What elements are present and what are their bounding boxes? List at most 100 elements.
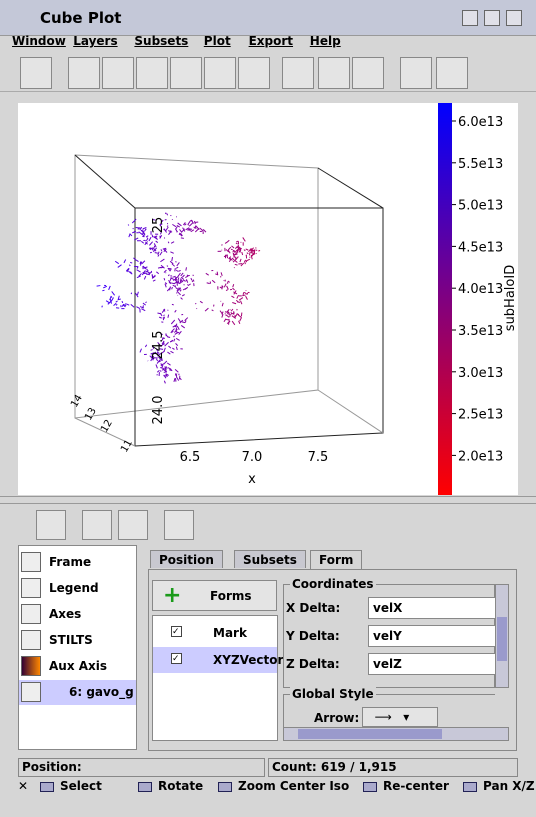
arrow-mark: [175, 337, 180, 341]
arrow-mark: [227, 313, 231, 316]
form-row[interactable]: ✓ Mark: [153, 620, 277, 646]
colorbar-tick-label: 5.0e13: [458, 199, 503, 214]
checkbox[interactable]: ✓: [171, 626, 182, 637]
add-pair-button[interactable]: [118, 510, 148, 540]
arrow-mark: [225, 314, 227, 316]
field-combo[interactable]: velZ: [368, 653, 496, 675]
arrow-mark: [138, 231, 143, 235]
arrow-mark: [155, 358, 159, 362]
forms-button[interactable]: + Forms: [152, 580, 277, 611]
arrow-mark: [157, 254, 160, 257]
menu-item[interactable]: Export: [248, 34, 294, 48]
mode-label[interactable]: Rotate: [158, 779, 204, 793]
add-layer-button[interactable]: [82, 510, 112, 540]
tool-button[interactable]: [204, 57, 236, 89]
splitter[interactable]: [0, 496, 536, 504]
cube-frame: [74, 154, 384, 447]
tool-button[interactable]: [238, 57, 270, 89]
arrow-mark: [150, 349, 153, 351]
arrow-mark: [232, 253, 235, 258]
tool-button[interactable]: [436, 57, 468, 89]
arrow-mark: [156, 369, 160, 373]
arrow-mark: [167, 274, 170, 277]
mode-label[interactable]: Select: [60, 779, 102, 793]
arrow-mark: [182, 279, 186, 282]
arrow-mark: [175, 287, 180, 291]
tab[interactable]: Subsets: [234, 550, 306, 568]
tool-button[interactable]: [136, 57, 168, 89]
colorbar-tick-label: 2.0e13: [458, 449, 503, 464]
arrow-mark: [171, 330, 174, 333]
layer-label: Aux Axis: [49, 659, 108, 673]
layer-button[interactable]: [36, 510, 66, 540]
tool-button[interactable]: [282, 57, 314, 89]
arrow-mark: [224, 313, 226, 315]
minimize[interactable]: [462, 10, 478, 26]
arrow-mark: [232, 284, 235, 288]
layer-row[interactable]: STILTS: [19, 628, 136, 653]
mode-label[interactable]: Re-center: [383, 779, 449, 793]
layer-row[interactable]: Frame: [19, 550, 136, 575]
arrow-mark: [143, 272, 147, 275]
coordinates-group: Coordinates X Delta: velX Y Delta: velY Z De…: [283, 577, 496, 688]
arrow-mark: [135, 292, 139, 298]
field-combo[interactable]: velY: [368, 625, 496, 647]
arrow-mark: [142, 226, 147, 230]
arrow-mark: [136, 306, 141, 310]
layer-row[interactable]: 6: gavo_g: [19, 680, 136, 705]
arrow-mark: [157, 266, 162, 269]
mode-icon[interactable]: [463, 782, 477, 792]
arrow-mark: [170, 251, 174, 254]
delete-button[interactable]: [164, 510, 194, 540]
tool-button[interactable]: [68, 57, 100, 89]
form-row[interactable]: ✓ XYZVector: [153, 647, 283, 673]
menu-item[interactable]: Window: [12, 34, 66, 48]
arrow-combo[interactable]: ⟶ ▾: [362, 707, 438, 727]
layer-row[interactable]: Axes: [19, 602, 136, 627]
mode-icon[interactable]: [138, 782, 152, 792]
arrow-mark: [169, 368, 172, 371]
arrow-mark: [173, 338, 176, 342]
tool-button[interactable]: [102, 57, 134, 89]
arrow-mark: [224, 241, 228, 244]
arrow-mark: [148, 272, 151, 276]
arrow-mark: [173, 377, 176, 382]
tool-button[interactable]: [400, 57, 432, 89]
toolbar: [0, 54, 536, 92]
menu-item[interactable]: Layers: [73, 34, 118, 48]
tab[interactable]: Form: [310, 550, 363, 570]
maximize[interactable]: [484, 10, 500, 26]
form-label: XYZVector: [213, 653, 284, 667]
layer-row[interactable]: Legend: [19, 576, 136, 601]
menu-item[interactable]: Subsets: [134, 34, 189, 48]
arrow-mark: [246, 258, 251, 262]
mode-icon[interactable]: [40, 782, 54, 792]
tab[interactable]: Position: [150, 550, 223, 568]
arrow-mark: [234, 263, 238, 266]
close[interactable]: [506, 10, 522, 26]
horizontal-scrollbar[interactable]: [283, 727, 509, 741]
arrow-mark: [180, 276, 184, 280]
vertical-scrollbar[interactable]: [495, 584, 509, 688]
mode-icon[interactable]: [363, 782, 377, 792]
arrow-mark: [164, 341, 169, 347]
arrow-mark: [137, 227, 141, 230]
arrow-mark: [174, 373, 177, 376]
arrow-mark: [232, 302, 237, 305]
tool-button[interactable]: [352, 57, 384, 89]
arrow-mark: [243, 291, 247, 295]
mode-icon[interactable]: [218, 782, 232, 792]
arrow-mark: [235, 299, 239, 303]
field-combo[interactable]: velX: [368, 597, 496, 619]
layer-row[interactable]: Aux Axis: [19, 654, 136, 679]
tool-button[interactable]: [170, 57, 202, 89]
menu-item[interactable]: Plot: [203, 34, 231, 48]
checkbox[interactable]: ✓: [171, 653, 182, 664]
menu-item[interactable]: Help: [309, 34, 341, 48]
mode-label[interactable]: Pan X/Z: [483, 779, 535, 793]
tool-button[interactable]: [318, 57, 350, 89]
tool-button[interactable]: [20, 57, 52, 89]
mode-bar: ✕ Select Rotate Zoom Center Iso Re-center Pan…: [18, 779, 535, 793]
mode-label[interactable]: Zoom Center Iso: [238, 779, 350, 793]
